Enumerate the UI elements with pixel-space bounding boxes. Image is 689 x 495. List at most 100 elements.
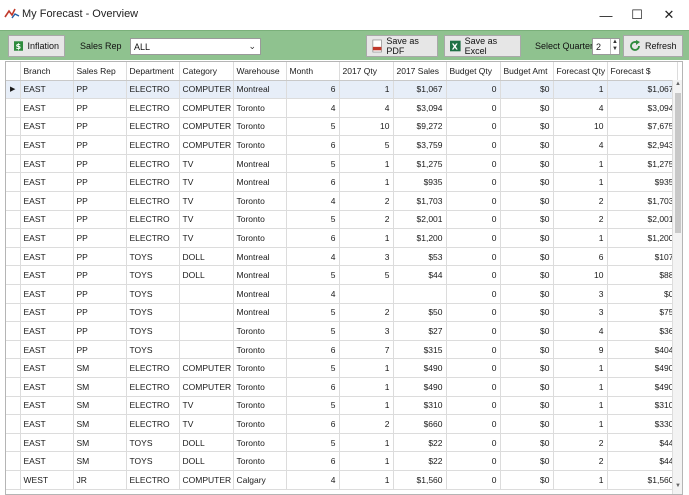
table-cell[interactable]: 4 <box>286 191 340 211</box>
table-cell[interactable] <box>339 284 394 304</box>
table-cell[interactable]: $935 <box>607 172 678 193</box>
table-cell[interactable]: 1 <box>339 80 394 100</box>
table-cell[interactable]: EAST <box>20 303 74 323</box>
table-row[interactable]: EAST PP ELECTRO TV Toronto 4 2 $1,703 0 $0 2 $1,703 <box>6 191 678 211</box>
table-cell[interactable]: 1 <box>553 358 608 378</box>
table-cell[interactable]: 5 <box>286 321 340 341</box>
table-cell[interactable]: TV <box>179 191 234 211</box>
table-cell[interactable]: PP <box>73 135 127 155</box>
table-cell[interactable]: $0 <box>607 284 678 304</box>
table-cell[interactable]: 4 <box>553 98 608 118</box>
table-cell[interactable]: $1,200 <box>393 228 447 248</box>
table-cell[interactable]: ELECTRO <box>126 191 180 211</box>
table-cell[interactable]: Toronto <box>233 377 287 397</box>
table-cell[interactable]: 2 <box>553 433 608 453</box>
row-selector[interactable] <box>6 247 21 267</box>
table-cell[interactable]: SM <box>73 377 127 397</box>
table-row[interactable]: EAST PP TOYS Montreal 4 0 $0 3 $0 <box>6 284 678 304</box>
table-cell[interactable]: ELECTRO <box>126 98 180 118</box>
table-cell[interactable]: 6 <box>286 228 340 248</box>
table-cell[interactable]: $22 <box>393 433 447 453</box>
table-cell[interactable]: ELECTRO <box>126 135 180 155</box>
table-cell[interactable]: PP <box>73 117 127 137</box>
table-cell[interactable]: $7,675 <box>607 117 678 137</box>
table-cell[interactable]: 4 <box>286 284 340 304</box>
table-cell[interactable]: EAST <box>20 284 74 304</box>
table-row[interactable]: EAST SM TOYS DOLL Toronto 6 1 $22 0 $0 2 $44 <box>6 451 678 471</box>
table-cell[interactable]: $88 <box>607 265 678 286</box>
table-cell[interactable]: $1,067 <box>607 80 678 100</box>
table-cell[interactable]: $1,200 <box>607 228 678 248</box>
table-cell[interactable]: EAST <box>20 451 74 471</box>
row-selector[interactable] <box>6 414 21 434</box>
table-row[interactable]: EAST PP TOYS Toronto 6 7 $315 0 $0 9 $404 <box>6 340 678 360</box>
table-cell[interactable]: ELECTRO <box>126 154 180 174</box>
table-cell[interactable]: 1 <box>339 358 394 378</box>
table-cell[interactable]: $0 <box>500 265 554 286</box>
table-cell[interactable]: $1,560 <box>607 470 678 490</box>
table-cell[interactable] <box>179 321 234 341</box>
table-cell[interactable]: EAST <box>20 117 74 137</box>
table-cell[interactable]: $53 <box>393 247 447 267</box>
table-cell[interactable]: 4 <box>553 135 608 155</box>
table-cell[interactable]: 5 <box>286 210 340 230</box>
table-cell[interactable]: Toronto <box>233 358 287 378</box>
table-cell[interactable]: $27 <box>393 321 447 341</box>
table-cell[interactable]: 0 <box>446 470 501 490</box>
table-cell[interactable]: TOYS <box>126 340 180 360</box>
table-cell[interactable]: Toronto <box>233 210 287 230</box>
column-header[interactable]: Sales Rep <box>73 62 127 81</box>
table-cell[interactable]: EAST <box>20 358 74 378</box>
save-pdf-button[interactable]: Save as PDF <box>366 35 438 57</box>
table-cell[interactable]: $0 <box>500 470 554 490</box>
row-selector[interactable] <box>6 451 21 471</box>
table-cell[interactable]: $44 <box>393 265 447 286</box>
table-cell[interactable]: 1 <box>339 172 394 193</box>
table-cell[interactable]: $44 <box>607 451 678 471</box>
table-cell[interactable]: COMPUTER <box>179 117 234 137</box>
forecast-grid[interactable]: Branch Sales Rep Department Category Warehou… <box>5 61 683 495</box>
table-cell[interactable]: ELECTRO <box>126 470 180 490</box>
column-header[interactable]: 2017 Sales <box>393 62 447 81</box>
table-cell[interactable]: EAST <box>20 98 74 118</box>
table-cell[interactable]: ELECTRO <box>126 414 180 434</box>
vertical-scrollbar[interactable]: ▲ ▼ <box>672 80 682 494</box>
table-cell[interactable]: EAST <box>20 340 74 360</box>
table-cell[interactable]: 2 <box>339 303 394 323</box>
column-header[interactable]: Month <box>286 62 340 81</box>
scrollbar-thumb[interactable] <box>675 93 681 233</box>
table-cell[interactable]: $2,001 <box>607 210 678 230</box>
table-cell[interactable]: $660 <box>393 414 447 434</box>
table-cell[interactable]: PP <box>73 154 127 174</box>
table-cell[interactable]: 5 <box>286 154 340 174</box>
table-row[interactable]: EAST SM ELECTRO COMPUTER Toronto 6 1 $490 0 $0 1 $4… <box>6 377 678 397</box>
table-cell[interactable]: EAST <box>20 247 74 267</box>
table-row[interactable]: EAST PP ELECTRO TV Montreal 6 1 $935 0 $0 1 $935 <box>6 172 678 193</box>
table-cell[interactable]: $1,703 <box>393 191 447 211</box>
table-cell[interactable]: 4 <box>286 98 340 118</box>
table-cell[interactable]: 0 <box>446 117 501 137</box>
table-cell[interactable]: $0 <box>500 247 554 267</box>
table-cell[interactable]: 0 <box>446 284 501 304</box>
table-cell[interactable]: TOYS <box>126 433 180 453</box>
table-cell[interactable]: 1 <box>553 154 608 174</box>
table-cell[interactable]: SM <box>73 433 127 453</box>
table-cell[interactable]: 1 <box>339 154 394 174</box>
table-cell[interactable]: PP <box>73 228 127 248</box>
table-cell[interactable]: PP <box>73 247 127 267</box>
table-cell[interactable]: $0 <box>500 284 554 304</box>
table-cell[interactable]: COMPUTER <box>179 377 234 397</box>
table-cell[interactable]: 1 <box>553 377 608 397</box>
table-cell[interactable]: $310 <box>607 396 678 416</box>
table-cell[interactable]: $310 <box>393 396 447 416</box>
table-cell[interactable]: Toronto <box>233 414 287 434</box>
table-cell[interactable]: 6 <box>286 340 340 360</box>
table-cell[interactable]: Calgary <box>233 470 287 490</box>
table-cell[interactable]: Montreal <box>233 303 287 323</box>
table-cell[interactable]: SM <box>73 358 127 378</box>
table-cell[interactable]: 2 <box>553 451 608 471</box>
table-cell[interactable]: 0 <box>446 321 501 341</box>
table-cell[interactable]: PP <box>73 303 127 323</box>
table-cell[interactable]: $1,275 <box>607 154 678 174</box>
row-selector[interactable] <box>6 117 21 137</box>
